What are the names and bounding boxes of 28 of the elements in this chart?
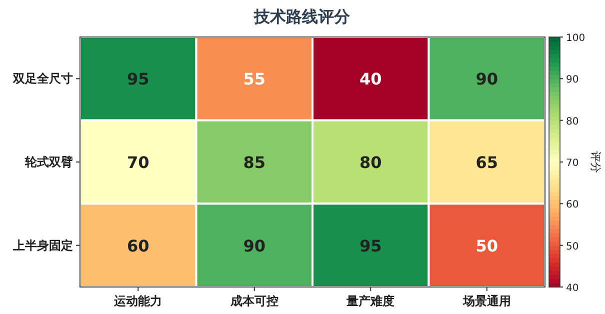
y-tick-label: 双足全尺寸 <box>12 72 73 86</box>
data-label: 40 <box>359 70 382 89</box>
data-label: 70 <box>126 153 150 172</box>
x-tick-label: 运动能力 <box>113 294 162 308</box>
data-label: 80 <box>359 153 382 172</box>
color-bar-label: 70 <box>566 158 579 169</box>
color-bar-label: 80 <box>566 116 579 128</box>
color-bar-label: 90 <box>566 74 579 86</box>
x-tick-label: 场景通用 <box>462 294 511 308</box>
data-label: 55 <box>243 70 266 89</box>
data-label: 65 <box>476 153 498 172</box>
color-bar-label: 60 <box>566 200 579 211</box>
color-bar-label: 40 <box>566 283 579 294</box>
x-tick-label: 成本可控 <box>229 294 278 308</box>
color-bar-title: 评分 <box>589 151 602 173</box>
y-tick-label: 轮式双臂 <box>24 155 73 169</box>
data-label: 90 <box>243 236 266 256</box>
data-label: 90 <box>476 70 498 89</box>
data-label: 50 <box>476 236 498 256</box>
color-bar-label: 50 <box>566 241 579 252</box>
x-tick-label: 量产难度 <box>346 294 395 308</box>
data-label: 85 <box>243 153 266 172</box>
data-label: 95 <box>126 70 150 89</box>
data-label: 60 <box>126 236 150 256</box>
data-label: 95 <box>359 236 382 256</box>
y-tick-label: 上半身固定 <box>12 238 73 252</box>
color-bar-label: 100 <box>566 33 586 44</box>
chart-title: 技术路线评分 <box>253 7 351 26</box>
